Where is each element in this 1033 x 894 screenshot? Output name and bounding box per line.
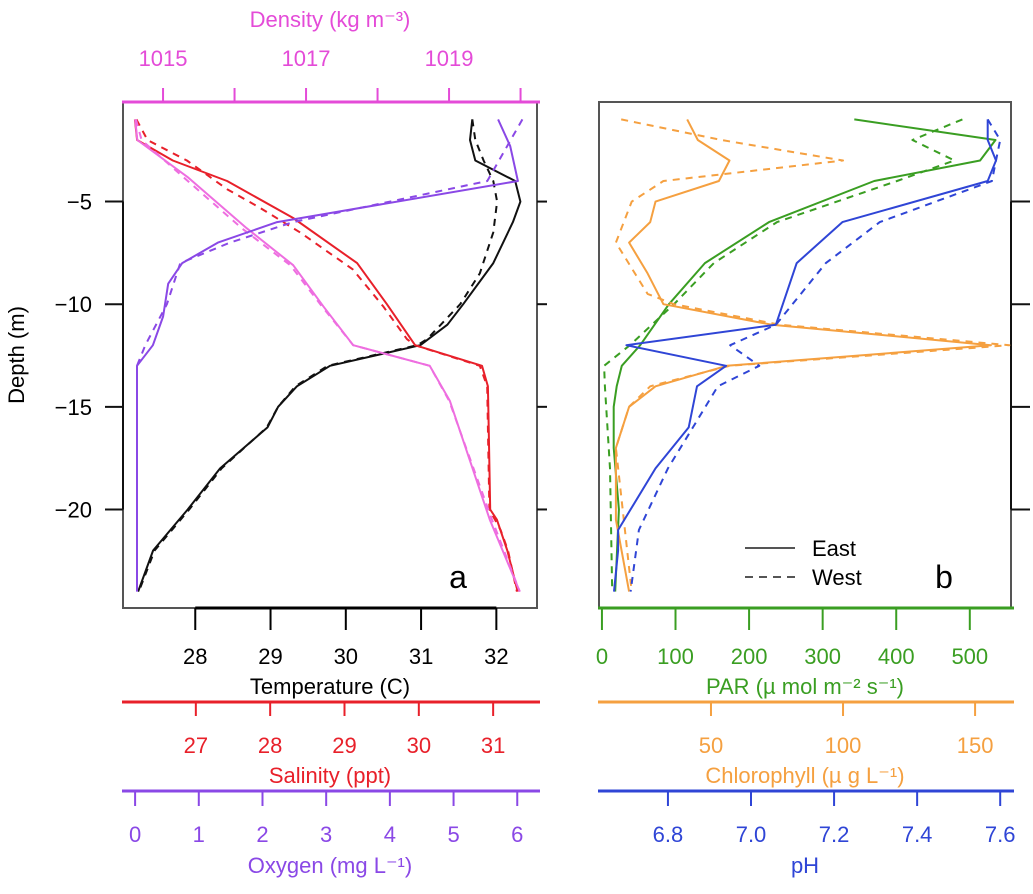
par-axis-title: PAR (µ mol m⁻² s⁻¹) [706, 674, 904, 699]
series-chlorophyll-west [614, 118, 1011, 592]
temperature-tick-label: 28 [183, 644, 207, 669]
temperature-tick-label: 32 [484, 644, 508, 669]
series-oxygen-east [136, 118, 519, 592]
series-salinity-west [135, 118, 518, 592]
salinity-tick-label: 28 [258, 733, 282, 758]
ph-tick-label: 6.8 [653, 822, 684, 847]
panel-label-a: a [449, 559, 467, 595]
temperature-tick-label: 30 [334, 644, 358, 669]
legend: East West [745, 536, 862, 590]
par-tick-label: 0 [596, 644, 608, 669]
temperature-tick-label: 29 [258, 644, 282, 669]
panel-b-frame [598, 101, 1012, 609]
salinity-tick-label: 30 [407, 733, 431, 758]
ph-tick-label: 7.2 [819, 822, 850, 847]
par-tick-label: 100 [657, 644, 694, 669]
series-ph-west [629, 118, 1002, 592]
series-par-east [612, 118, 997, 592]
ph-tick-label: 7.6 [985, 822, 1016, 847]
oxygen-tick-label: 0 [129, 822, 141, 847]
temperature-axis: 28 29 30 31 32 Temperature (C) [183, 606, 509, 699]
par-tick-label: 200 [731, 644, 768, 669]
oxygen-tick-label: 1 [193, 822, 205, 847]
depth-axis-title: Depth (m) [4, 306, 29, 404]
chlorophyll-tick-label: 100 [825, 733, 862, 758]
ph-axis: 6.8 7.0 7.2 7.4 7.6 pH [598, 789, 1016, 878]
oxygen-tick-label: 3 [320, 822, 332, 847]
series-temperature-west [137, 119, 499, 592]
par-axis: 0 100 200 300 400 500 PAR (µ mol m⁻² s⁻¹) [596, 606, 1014, 699]
par-tick-label: 300 [804, 644, 841, 669]
series-density-west [134, 119, 521, 592]
series-layer [133, 118, 1011, 592]
oxygen-axis-title: Oxygen (mg L⁻¹) [248, 853, 412, 878]
series-ph-east [613, 119, 997, 592]
panel-label-b: b [935, 559, 953, 595]
chlorophyll-tick-label: 50 [699, 733, 723, 758]
depth-tick-label: −20 [55, 497, 92, 522]
chlorophyll-axis: 50 100 150 Chlorophyll (µ g L⁻¹) [598, 700, 1014, 788]
salinity-tick-label: 29 [332, 733, 356, 758]
chlorophyll-axis-title: Chlorophyll (µ g L⁻¹) [705, 763, 904, 788]
axes-layer: −5 −10 −15 −20 Depth (m) 1015 1017 1019 Density … [4, 7, 1030, 878]
depth-tick-label: −10 [55, 292, 92, 317]
depth-tick-label: −5 [67, 190, 92, 215]
legend-label-west: West [812, 565, 862, 590]
temperature-tick-label: 31 [409, 644, 433, 669]
salinity-axis-title: Salinity (ppt) [269, 763, 391, 788]
par-tick-label: 400 [878, 644, 915, 669]
oxygen-tick-label: 2 [256, 822, 268, 847]
series-temperature-east [137, 119, 522, 592]
density-tick-label: 1017 [282, 46, 331, 71]
density-axis: 1015 1017 1019 Density (kg m⁻³) [122, 7, 540, 104]
series-par-west [603, 118, 963, 592]
series-density-east [134, 119, 521, 592]
ph-axis-title: pH [791, 853, 819, 878]
series-chlorophyll-east [614, 118, 992, 592]
temperature-axis-title: Temperature (C) [250, 674, 410, 699]
oxygen-axis: 0 1 2 3 4 5 6 Oxygen (mg L⁻¹) [122, 789, 540, 878]
density-tick-label: 1019 [425, 46, 474, 71]
density-tick-label: 1015 [139, 46, 188, 71]
legend-label-east: East [812, 536, 856, 561]
salinity-tick-label: 27 [184, 733, 208, 758]
par-tick-label: 500 [951, 644, 988, 669]
salinity-axis: 27 28 29 30 31 Salinity (ppt) [122, 700, 540, 788]
ph-tick-label: 7.0 [736, 822, 767, 847]
oxygen-tick-label: 4 [384, 822, 396, 847]
density-axis-title: Density (kg m⁻³) [250, 7, 411, 32]
depth-tick-label: −15 [55, 395, 92, 420]
ph-tick-label: 7.4 [902, 822, 933, 847]
oxygen-tick-label: 6 [511, 822, 523, 847]
oxygen-tick-label: 5 [447, 822, 459, 847]
salinity-tick-label: 31 [481, 733, 505, 758]
chlorophyll-tick-label: 150 [957, 733, 994, 758]
